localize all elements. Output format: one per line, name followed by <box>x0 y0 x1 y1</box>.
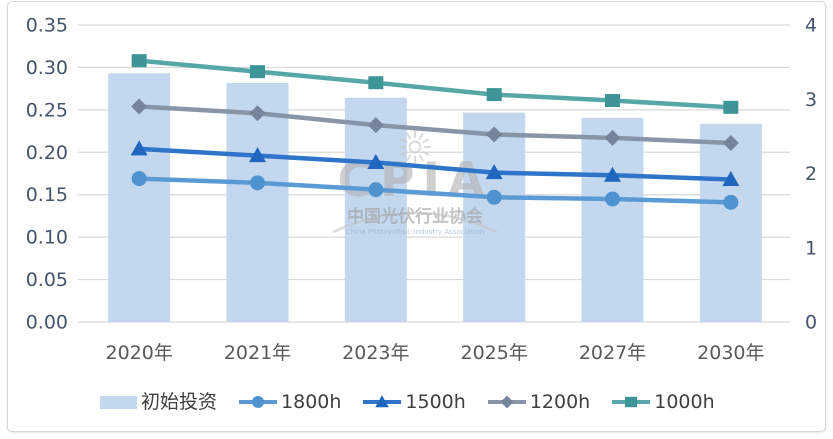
x-tick-label: 2023年 <box>342 342 409 364</box>
series-line <box>136 176 734 205</box>
triangle-marker <box>367 153 385 169</box>
square-marker <box>368 76 384 90</box>
square-marker <box>250 65 265 79</box>
x-tick-label: 2027年 <box>579 342 646 364</box>
bar <box>463 112 526 323</box>
right-tick-label: 0 <box>805 312 817 334</box>
bar-series-initial-investment <box>108 73 762 323</box>
circle-marker <box>605 191 620 207</box>
right-tick-label: 4 <box>805 15 817 37</box>
square-marker <box>486 88 502 102</box>
diamond-marker <box>367 117 384 134</box>
legend-triangle-marker-icon <box>363 395 402 408</box>
bar <box>108 73 171 322</box>
line-series-1200h <box>131 98 739 151</box>
diamond-marker <box>604 129 621 146</box>
bar <box>344 97 407 322</box>
left-tick-label: 0.00 <box>26 312 68 334</box>
bar <box>226 82 289 322</box>
circle-marker <box>723 194 739 210</box>
x-axis-labels: 2020年 2021年 2023年 2025年 2027年 2030年 <box>105 342 764 364</box>
chart-legend: 初始投资 1800h 1500h 1200h 1000h <box>100 390 715 414</box>
legend-label: 初始投资 <box>141 390 218 413</box>
left-tick-label: 0.15 <box>26 184 68 206</box>
diamond-marker <box>722 134 739 151</box>
legend-item-1500h[interactable]: 1500h <box>363 390 466 413</box>
right-tick-label: 2 <box>805 163 817 185</box>
line-series-1000h <box>131 54 739 114</box>
left-tick-label: 0.35 <box>26 15 68 37</box>
series-line <box>136 146 734 182</box>
square-marker <box>605 94 620 108</box>
x-tick-label: 2025年 <box>460 342 527 364</box>
circle-marker <box>368 182 384 198</box>
square-marker <box>131 54 147 68</box>
right-tick-label: 3 <box>805 89 817 111</box>
legend-item-1800h[interactable]: 1800h <box>239 390 342 413</box>
legend-item-initial-investment[interactable]: 初始投资 <box>100 390 218 413</box>
bar <box>581 117 644 322</box>
circle-marker <box>131 171 147 187</box>
legend-circle-marker-icon <box>239 396 278 408</box>
left-tick-label: 0.25 <box>26 99 68 121</box>
left-tick-label: 0.20 <box>26 142 68 164</box>
right-axis-ticks: 0 1 2 3 4 <box>805 15 817 334</box>
triangle-marker <box>130 140 148 156</box>
circle-marker <box>486 189 502 205</box>
bar <box>699 123 762 322</box>
legend-label: 1800h <box>281 390 342 413</box>
triangle-marker <box>485 164 503 180</box>
diamond-marker <box>131 98 148 115</box>
triangle-marker <box>722 170 740 186</box>
legend-item-1200h[interactable]: 1200h <box>487 390 591 413</box>
x-tick-label: 2021年 <box>224 342 291 364</box>
legend-diamond-marker-icon <box>487 395 526 409</box>
x-tick-label: 2020年 <box>105 342 172 364</box>
left-tick-label: 0.30 <box>26 57 68 79</box>
triangle-marker <box>249 147 266 163</box>
watermark-en-text: China Photovoltaic Industry Association <box>346 228 485 236</box>
series-line <box>136 104 734 146</box>
legend-bar-swatch <box>100 395 137 409</box>
left-axis-ticks: 0.00 0.05 0.10 0.15 0.20 0.25 0.30 0.35 <box>26 15 68 334</box>
watermark-cn-text: 中国光伏行业协会 <box>347 206 483 227</box>
sunburst-icon <box>399 131 431 163</box>
circle-marker <box>250 175 265 191</box>
diamond-marker <box>249 105 266 122</box>
left-tick-label: 0.05 <box>26 269 68 291</box>
legend-square-marker-icon <box>612 396 651 408</box>
line-series-1500h <box>130 140 740 186</box>
x-tick-label: 2030年 <box>697 342 764 364</box>
legend-label: 1500h <box>405 390 466 413</box>
legend-label: 1000h <box>654 390 715 413</box>
left-tick-label: 0.10 <box>26 227 68 249</box>
legend-label: 1200h <box>529 390 591 413</box>
triangle-marker <box>604 166 621 182</box>
diamond-marker <box>486 126 503 143</box>
right-tick-label: 1 <box>805 237 817 259</box>
series-line <box>136 58 734 110</box>
line-series-1800h <box>131 171 739 210</box>
square-marker <box>723 100 739 114</box>
legend-item-1000h[interactable]: 1000h <box>612 390 715 413</box>
